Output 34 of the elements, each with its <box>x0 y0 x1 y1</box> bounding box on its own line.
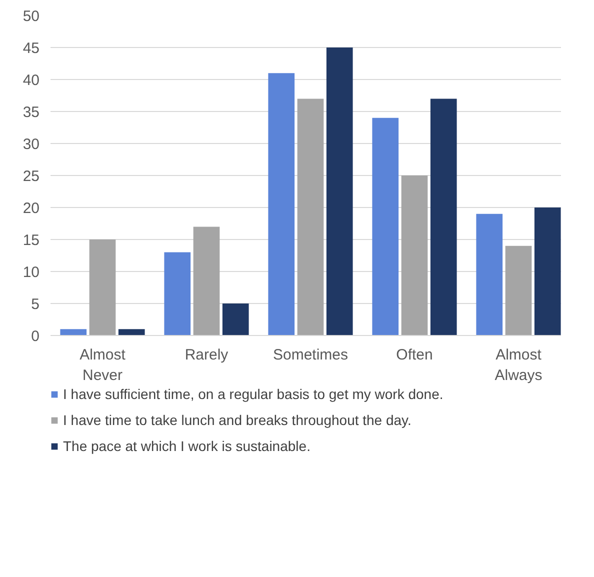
bar <box>401 176 428 336</box>
legend-label: I have time to take lunch and breaks throughout the day. <box>63 412 412 428</box>
bar <box>476 214 503 336</box>
y-tick-label: 50 <box>22 8 40 25</box>
bar <box>297 98 324 336</box>
x-tick-label: Sometimes <box>272 346 348 364</box>
x-tick-label: Rarely <box>184 346 229 364</box>
legend-label: The pace at which I work is sustainable. <box>63 438 310 454</box>
bar <box>326 48 353 336</box>
bar <box>268 73 295 336</box>
y-tick-label: 20 <box>22 200 40 217</box>
y-tick-label: 45 <box>22 40 40 57</box>
bar <box>60 329 87 336</box>
y-tick-label: 15 <box>22 232 40 249</box>
y-tick-label: 0 <box>31 328 40 345</box>
bar <box>430 98 457 336</box>
y-tick-label: 10 <box>22 264 40 281</box>
bar <box>89 240 116 336</box>
legend-label: I have sufficient time, on a regular basis to get my work done. <box>63 386 444 402</box>
y-tick-label: 25 <box>22 168 40 185</box>
x-tick-label: Almost Never <box>80 346 126 384</box>
bar <box>505 246 532 336</box>
y-tick-label: 35 <box>22 104 40 121</box>
y-tick-label: 5 <box>31 296 40 313</box>
y-tick-label: 40 <box>22 72 40 89</box>
x-tick-label: Almost Always <box>494 346 542 384</box>
y-tick-label: 30 <box>22 136 40 153</box>
bar <box>118 329 145 336</box>
bar <box>222 304 249 336</box>
bar <box>164 252 191 336</box>
bar <box>534 208 561 336</box>
x-tick-label: Often <box>396 346 433 364</box>
bar <box>372 118 399 336</box>
bar <box>193 226 220 336</box>
